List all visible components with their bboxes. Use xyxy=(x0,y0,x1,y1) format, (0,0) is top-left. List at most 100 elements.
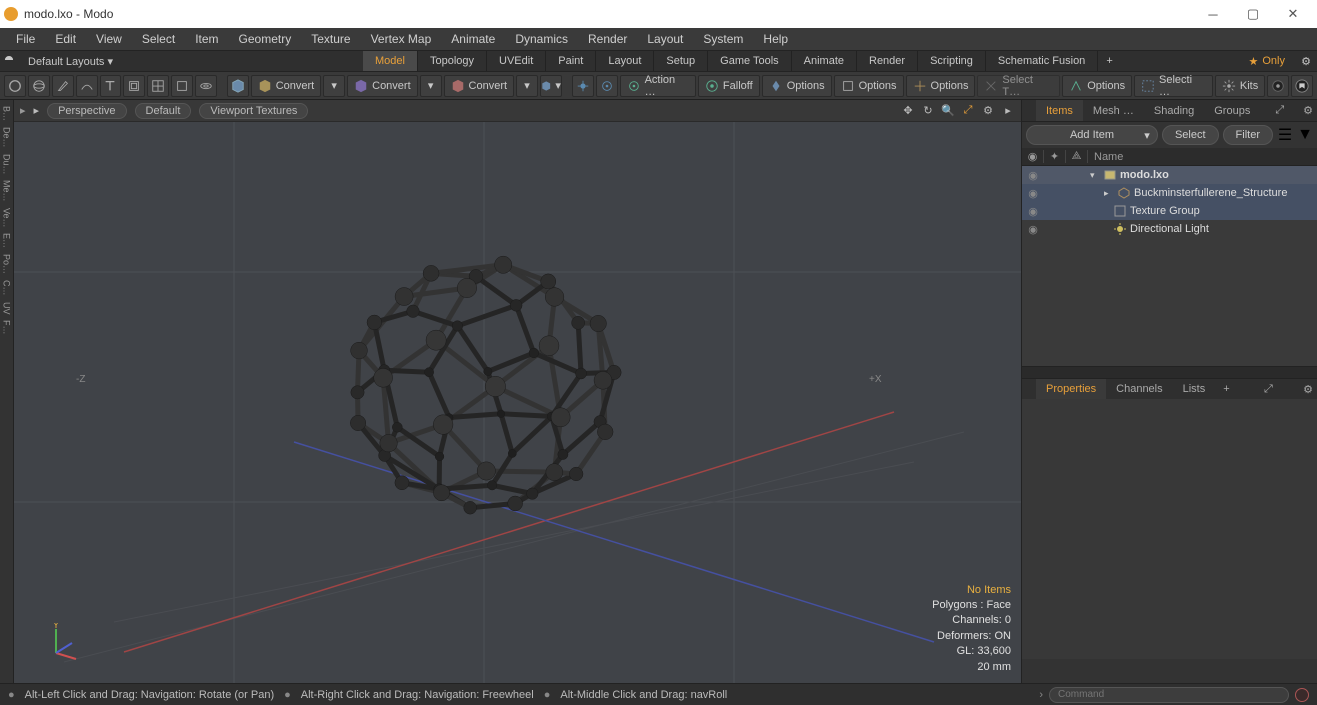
vp-max-icon[interactable]: ▸ xyxy=(1001,104,1015,118)
menu-texture[interactable]: Texture xyxy=(301,28,360,50)
menu-animate[interactable]: Animate xyxy=(441,28,505,50)
tab-animate[interactable]: Animate xyxy=(792,51,857,71)
only-toggle[interactable]: ★Only xyxy=(1239,55,1296,68)
vp-zoom-icon[interactable]: 🔍 xyxy=(941,104,955,118)
vp-rotate-icon[interactable]: ↻ xyxy=(921,104,935,118)
gutter-fusion[interactable]: F… xyxy=(2,318,12,337)
kits-button[interactable]: Kits xyxy=(1215,75,1265,97)
gutter-polygon[interactable]: Po… xyxy=(2,252,12,276)
tab-items[interactable]: Items xyxy=(1036,100,1083,121)
viewport-arrow-icon[interactable]: ▸ xyxy=(34,104,40,117)
options-4-button[interactable]: Options xyxy=(1062,75,1132,97)
layout-gear-icon[interactable]: ⚙ xyxy=(1295,55,1317,68)
convert-2-button[interactable]: Convert xyxy=(347,75,418,97)
convert-3-button[interactable]: Convert xyxy=(444,75,515,97)
menu-render[interactable]: Render xyxy=(578,28,637,50)
item-tabs-gear-icon[interactable]: ⚙ xyxy=(1299,104,1317,117)
gutter-edge[interactable]: E… xyxy=(2,231,12,250)
viewport-expand-icon[interactable]: ▸ xyxy=(20,104,26,117)
record-button[interactable] xyxy=(1295,688,1309,702)
gutter-uv[interactable]: UV xyxy=(2,300,12,317)
col-lock-icon[interactable]: ⟁ xyxy=(1066,150,1088,163)
tab-layout[interactable]: Layout xyxy=(596,51,654,71)
item-scrollbar[interactable] xyxy=(1022,366,1317,378)
prim-tube-icon[interactable] xyxy=(123,75,145,97)
toolbar-target-icon[interactable] xyxy=(1267,75,1289,97)
selection-button[interactable]: Selecti … xyxy=(1134,75,1213,97)
menu-vertexmap[interactable]: Vertex Map xyxy=(361,28,442,50)
menu-geometry[interactable]: Geometry xyxy=(229,28,302,50)
add-layout-tab[interactable]: + xyxy=(1098,55,1120,67)
minimize-button[interactable]: ─ xyxy=(1193,0,1233,28)
convert-1-button[interactable]: Convert xyxy=(251,75,322,97)
ptab-add[interactable]: + xyxy=(1215,383,1237,395)
center-icon[interactable] xyxy=(572,75,594,97)
viewport-textures-dropdown[interactable]: Viewport Textures xyxy=(199,103,308,119)
tab-schematic[interactable]: Schematic Fusion xyxy=(986,51,1098,71)
item-texture-group[interactable]: ◉ Texture Group xyxy=(1022,202,1317,220)
viewport-camera-dropdown[interactable]: Perspective xyxy=(47,103,126,119)
prim-cube-icon[interactable] xyxy=(171,75,193,97)
vp-gear-icon[interactable]: ⚙ xyxy=(981,104,995,118)
ptab-gear-icon[interactable]: ⚙ xyxy=(1299,383,1317,396)
command-input[interactable] xyxy=(1049,687,1289,703)
prim-grid-icon[interactable] xyxy=(147,75,169,97)
pin-icon[interactable]: ⯊ xyxy=(0,55,18,68)
convert-2-dd[interactable]: ▾ xyxy=(420,75,442,97)
convert-1-dd[interactable]: ▾ xyxy=(323,75,345,97)
tab-mesh[interactable]: Mesh … xyxy=(1083,100,1144,121)
options-1-button[interactable]: Options xyxy=(762,75,832,97)
item-scene[interactable]: ◉ ▾modo.lxo xyxy=(1022,166,1317,184)
menu-file[interactable]: File xyxy=(6,28,45,50)
tab-uvedit[interactable]: UVEdit xyxy=(487,51,546,71)
menu-system[interactable]: System xyxy=(693,28,753,50)
tab-groups[interactable]: Groups xyxy=(1204,100,1260,121)
meshop-icon[interactable] xyxy=(227,75,249,97)
vp-fit-icon[interactable]: ⤢ xyxy=(961,104,975,118)
filter-funnel-icon[interactable]: ▼ xyxy=(1297,126,1313,144)
viewport-canvas[interactable]: +X -Z Y No Items Polygons : Face xyxy=(14,122,1021,683)
item-directional-light[interactable]: ◉ Directional Light xyxy=(1022,220,1317,238)
col-visibility-icon[interactable]: ◉ xyxy=(1022,150,1044,163)
prim-torus-icon[interactable] xyxy=(195,75,217,97)
tab-setup[interactable]: Setup xyxy=(654,51,708,71)
select-through-button[interactable]: Select T… xyxy=(977,75,1060,97)
menu-view[interactable]: View xyxy=(86,28,132,50)
item-structure[interactable]: ◉ ▸Buckminsterfullerene_Structure xyxy=(1022,184,1317,202)
action-button[interactable]: Action … xyxy=(620,75,696,97)
pivot-icon[interactable] xyxy=(596,75,618,97)
add-item-button[interactable]: Add Item▾ xyxy=(1026,125,1158,145)
tab-scripting[interactable]: Scripting xyxy=(918,51,986,71)
toolbar-unreal-icon[interactable] xyxy=(1291,75,1313,97)
col-name[interactable]: Name xyxy=(1088,151,1317,163)
layout-dropdown[interactable]: Default Layouts ▾ xyxy=(18,55,123,68)
prim-sphere-icon[interactable] xyxy=(28,75,50,97)
viewport-axis-widget[interactable]: Y xyxy=(44,623,84,663)
convert-3-dd[interactable]: ▾ xyxy=(516,75,538,97)
close-button[interactable]: ✕ xyxy=(1273,0,1313,28)
menu-select[interactable]: Select xyxy=(132,28,185,50)
options-2-button[interactable]: Options xyxy=(834,75,904,97)
ptab-lists[interactable]: Lists xyxy=(1173,379,1216,399)
tab-topology[interactable]: Topology xyxy=(418,51,487,71)
ptab-properties[interactable]: Properties xyxy=(1036,379,1106,399)
gutter-curve[interactable]: C… xyxy=(2,278,12,298)
vp-move-icon[interactable]: ✥ xyxy=(901,104,915,118)
gutter-duplicate[interactable]: Du… xyxy=(2,152,12,177)
tab-gametools[interactable]: Game Tools xyxy=(708,51,792,71)
tab-paint[interactable]: Paint xyxy=(546,51,596,71)
gutter-deform[interactable]: De… xyxy=(2,125,12,150)
options-3-button[interactable]: Options xyxy=(906,75,976,97)
tab-shading[interactable]: Shading xyxy=(1144,100,1204,121)
item-tabs-expand-icon[interactable]: ⤢ xyxy=(1271,104,1288,117)
cube-dd-icon[interactable]: ▾ xyxy=(540,75,562,97)
select-button[interactable]: Select xyxy=(1162,125,1219,145)
menu-layout[interactable]: Layout xyxy=(637,28,693,50)
filter-button[interactable]: Filter xyxy=(1223,125,1273,145)
gutter-vertex[interactable]: Ve… xyxy=(2,206,12,230)
menu-dynamics[interactable]: Dynamics xyxy=(505,28,578,50)
ptab-channels[interactable]: Channels xyxy=(1106,379,1172,399)
maximize-button[interactable]: ▢ xyxy=(1233,0,1273,28)
menu-help[interactable]: Help xyxy=(753,28,798,50)
viewport-shading-dropdown[interactable]: Default xyxy=(135,103,192,119)
